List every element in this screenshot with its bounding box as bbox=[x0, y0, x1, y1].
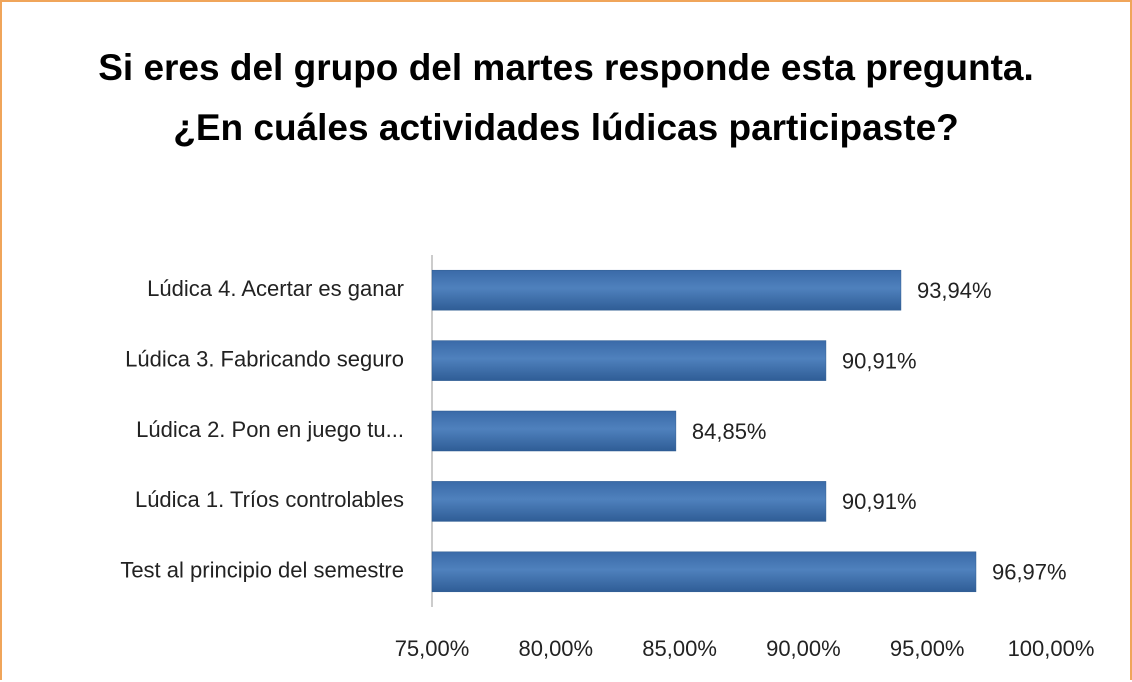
y-tick-label: Lúdica 4. Acertar es ganar bbox=[147, 276, 404, 301]
bar bbox=[431, 269, 902, 311]
bar bbox=[431, 551, 977, 593]
bar bbox=[431, 340, 827, 381]
x-tick-label: 85,00% bbox=[642, 636, 717, 661]
y-tick-label: Lúdica 2. Pon en juego tu... bbox=[136, 417, 404, 442]
chart-title: Si eres del grupo del martes responde es… bbox=[98, 47, 1034, 148]
data-label: 96,97% bbox=[992, 560, 1067, 585]
y-tick-label: Lúdica 3. Fabricando seguro bbox=[125, 346, 404, 371]
x-tick-label: 90,00% bbox=[766, 636, 841, 661]
bar bbox=[431, 481, 827, 522]
data-label: 93,94% bbox=[917, 278, 992, 303]
y-tick-label: Lúdica 1. Tríos controlables bbox=[135, 487, 404, 512]
bar bbox=[431, 410, 677, 452]
x-tick-label: 100,00% bbox=[1008, 636, 1095, 661]
data-label: 84,85% bbox=[692, 419, 767, 444]
data-label: 90,91% bbox=[842, 348, 917, 373]
data-label: 90,91% bbox=[842, 489, 917, 514]
x-tick-label: 95,00% bbox=[890, 636, 965, 661]
y-tick-label: Test al principio del semestre bbox=[120, 558, 404, 583]
x-tick-label: 80,00% bbox=[518, 636, 593, 661]
x-tick-label: 75,00% bbox=[395, 636, 470, 661]
